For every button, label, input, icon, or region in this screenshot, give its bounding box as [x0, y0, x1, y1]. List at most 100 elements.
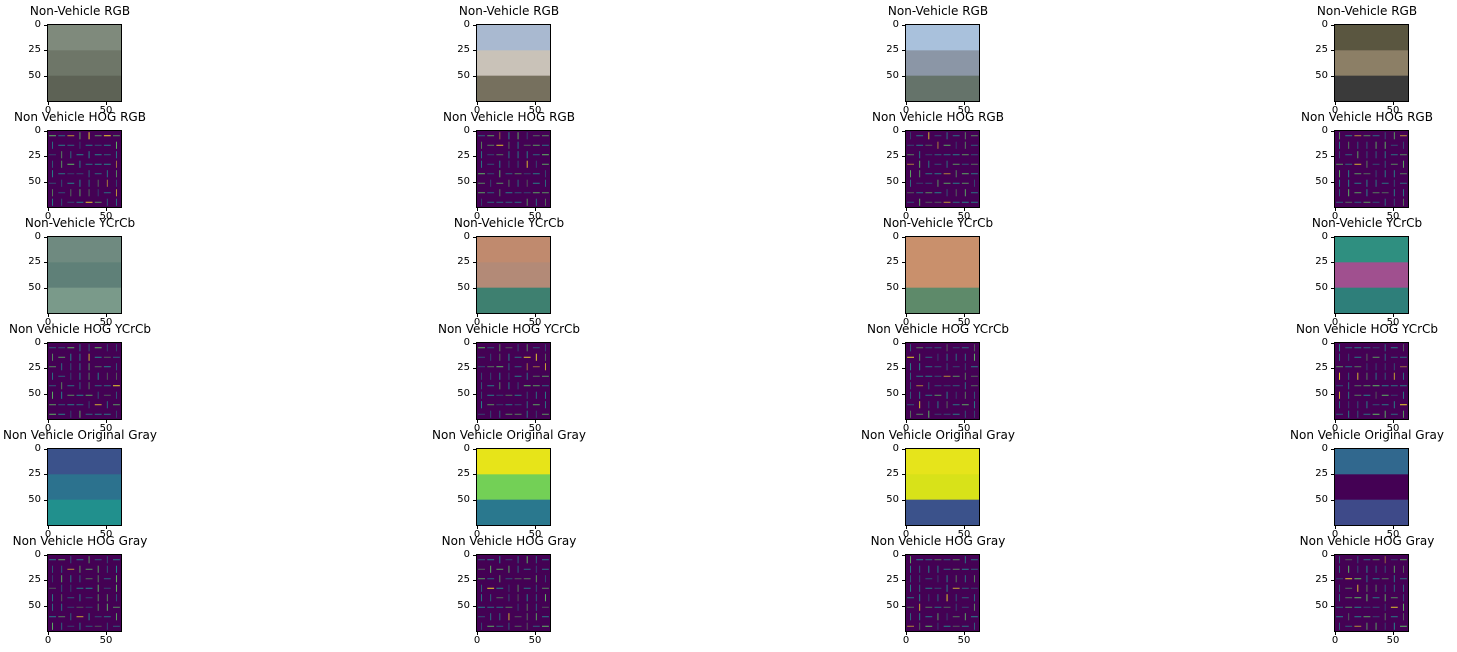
image-band: [48, 237, 121, 263]
subplot-title: Non Vehicle HOG YCrCb: [8, 322, 152, 336]
image-band: [1335, 287, 1408, 313]
y-tick-label: 0: [463, 19, 470, 30]
x-tick-mark: [1335, 314, 1336, 317]
y-tick-mark: [902, 343, 905, 344]
image-band: [48, 25, 121, 51]
subplot-title: Non Vehicle Original Gray: [861, 428, 1015, 442]
y-tick-label: 50: [1315, 494, 1328, 505]
image-band: [477, 50, 550, 77]
subplot-r1-c1: Non Vehicle HOG RGB 0 25 50 0 50: [429, 110, 589, 222]
y-tick-label: 25: [28, 468, 41, 479]
y-tick-mark: [473, 368, 476, 369]
y-tick-label: 0: [463, 443, 470, 454]
x-tick-label: 50: [528, 423, 542, 434]
x-tick-label: 50: [528, 105, 542, 116]
y-tick-mark: [44, 262, 47, 263]
y-tick-label: 0: [892, 549, 899, 560]
x-tick-mark: [964, 102, 965, 105]
subplot-image: [476, 342, 551, 420]
subplot-r5-c0: Non Vehicle HOG Gray 0 25 50 0 50: [0, 534, 160, 646]
y-tick-mark: [44, 288, 47, 289]
hog-background: [477, 343, 550, 419]
y-tick-label: 0: [34, 549, 41, 560]
image-band: [48, 287, 121, 313]
y-tick-label: 0: [34, 231, 41, 242]
y-tick-label: 25: [28, 150, 41, 161]
y-tick-mark: [44, 50, 47, 51]
x-tick-label: 50: [99, 635, 113, 646]
y-tick-label: 50: [886, 600, 899, 611]
image-band: [906, 50, 979, 77]
x-tick-mark: [477, 632, 478, 635]
y-tick-label: 25: [28, 256, 41, 267]
y-tick-label: 0: [463, 125, 470, 136]
x-tick-label: 50: [1386, 105, 1400, 116]
y-tick-label: 50: [28, 600, 41, 611]
y-tick-mark: [1331, 131, 1334, 132]
subplot-image: [1334, 554, 1409, 632]
subplot-title: Non-Vehicle YCrCb: [453, 216, 565, 230]
x-tick-mark: [106, 632, 107, 635]
image-band: [477, 449, 550, 475]
hog-background: [48, 131, 121, 207]
subplot-r0-c1: Non-Vehicle RGB 0 25 50 0 50: [429, 4, 589, 116]
x-tick-label: 0: [902, 635, 910, 646]
image-band: [906, 25, 979, 51]
y-tick-label: 50: [1315, 388, 1328, 399]
subplot-image: [47, 554, 122, 632]
x-tick-mark: [1393, 208, 1394, 211]
image-band: [477, 237, 550, 263]
y-tick-mark: [44, 237, 47, 238]
subplot-image: [476, 554, 551, 632]
subplot-title: Non Vehicle HOG YCrCb: [437, 322, 581, 336]
x-tick-label: 50: [957, 423, 971, 434]
subplot-image: [47, 342, 122, 420]
y-tick-label: 50: [28, 70, 41, 81]
y-tick-mark: [902, 606, 905, 607]
y-tick-mark: [473, 25, 476, 26]
y-tick-mark: [44, 182, 47, 183]
y-tick-label: 50: [28, 388, 41, 399]
y-tick-mark: [473, 50, 476, 51]
x-tick-label: 50: [1386, 529, 1400, 540]
x-tick-mark: [48, 632, 49, 635]
image-band: [1335, 499, 1408, 525]
y-tick-mark: [902, 262, 905, 263]
subplot-r2-c1: Non-Vehicle YCrCb 0 25 50 0 50: [429, 216, 589, 328]
subplot-title: Non Vehicle HOG Gray: [1299, 534, 1435, 548]
x-tick-label: 50: [99, 211, 113, 222]
image-band: [1335, 237, 1408, 263]
x-tick-mark: [535, 632, 536, 635]
x-tick-mark: [1335, 102, 1336, 105]
y-tick-label: 0: [463, 549, 470, 560]
y-tick-mark: [473, 182, 476, 183]
image-band: [48, 50, 121, 77]
subplot-title: Non Vehicle HOG RGB: [872, 110, 1004, 124]
subplot-image: [1334, 448, 1409, 526]
y-tick-mark: [902, 50, 905, 51]
subplot-title: Non-Vehicle RGB: [1316, 4, 1418, 18]
y-tick-mark: [473, 288, 476, 289]
x-tick-mark: [964, 632, 965, 635]
y-tick-label: 0: [892, 443, 899, 454]
x-tick-mark: [1335, 632, 1336, 635]
x-tick-mark: [106, 526, 107, 529]
image-band: [48, 474, 121, 501]
image-band: [1335, 50, 1408, 77]
x-tick-label: 50: [99, 529, 113, 540]
x-tick-mark: [477, 102, 478, 105]
y-tick-mark: [44, 156, 47, 157]
x-tick-label: 0: [473, 635, 481, 646]
x-tick-label: 50: [528, 529, 542, 540]
x-tick-mark: [535, 526, 536, 529]
subplot-image: [47, 24, 122, 102]
y-tick-mark: [1331, 474, 1334, 475]
y-tick-label: 25: [28, 362, 41, 373]
y-tick-label: 25: [886, 574, 899, 585]
x-tick-mark: [535, 102, 536, 105]
hog-background: [1335, 343, 1408, 419]
image-band: [906, 237, 979, 263]
y-tick-label: 0: [1321, 337, 1328, 348]
image-band: [906, 75, 979, 101]
hog-background: [477, 131, 550, 207]
